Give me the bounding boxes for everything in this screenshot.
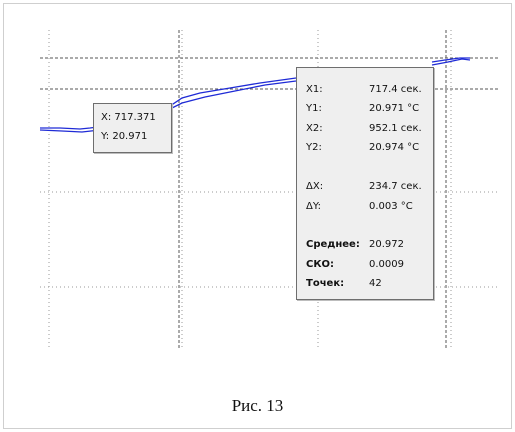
point-y-value: Y: 20.971 <box>101 131 148 142</box>
figure-caption: Рис. 13 <box>231 396 284 415</box>
x1-value: 717.4 сек. <box>369 84 422 95</box>
y1-label: Y1: <box>306 103 322 114</box>
y1-value: 20.971 °C <box>369 103 420 114</box>
mean-label: Среднее: <box>306 239 360 250</box>
y2-label: Y2: <box>306 142 322 153</box>
points-label: Точек: <box>306 278 345 289</box>
delta-x-value: 234.7 сек. <box>369 181 422 192</box>
delta-x-label: ΔX: <box>306 181 324 192</box>
std-value: 0.0009 <box>369 259 404 270</box>
points-value: 42 <box>369 278 382 289</box>
cursor-lines[interactable] <box>40 30 500 348</box>
delta-y-label: ΔY: <box>306 201 321 212</box>
x2-value: 952.1 сек. <box>369 123 422 134</box>
point-x-value: X: 717.371 <box>101 112 156 123</box>
mean-value: 20.972 <box>369 239 404 250</box>
y2-value: 20.974 °C <box>369 142 420 153</box>
x2-label: X2: <box>306 123 323 134</box>
stats-tooltip: X1: 717.4 сек. Y1: 20.971 °C X2: 952.1 с… <box>296 67 434 300</box>
x1-label: X1: <box>306 84 323 95</box>
point-tooltip: X: 717.371 Y: 20.971 <box>93 103 172 153</box>
delta-y-value: 0.003 °C <box>369 201 413 212</box>
std-label: СКО: <box>306 259 335 270</box>
plot-area[interactable] <box>0 0 515 360</box>
